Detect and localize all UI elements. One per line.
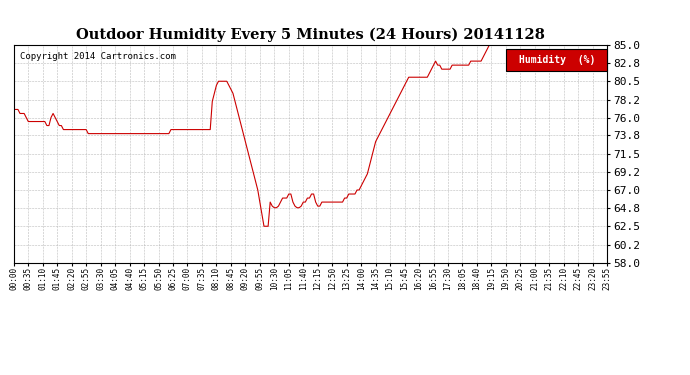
- Text: Humidity  (%): Humidity (%): [519, 55, 595, 65]
- FancyBboxPatch shape: [506, 50, 607, 71]
- Text: Copyright 2014 Cartronics.com: Copyright 2014 Cartronics.com: [20, 51, 176, 60]
- Title: Outdoor Humidity Every 5 Minutes (24 Hours) 20141128: Outdoor Humidity Every 5 Minutes (24 Hou…: [76, 28, 545, 42]
